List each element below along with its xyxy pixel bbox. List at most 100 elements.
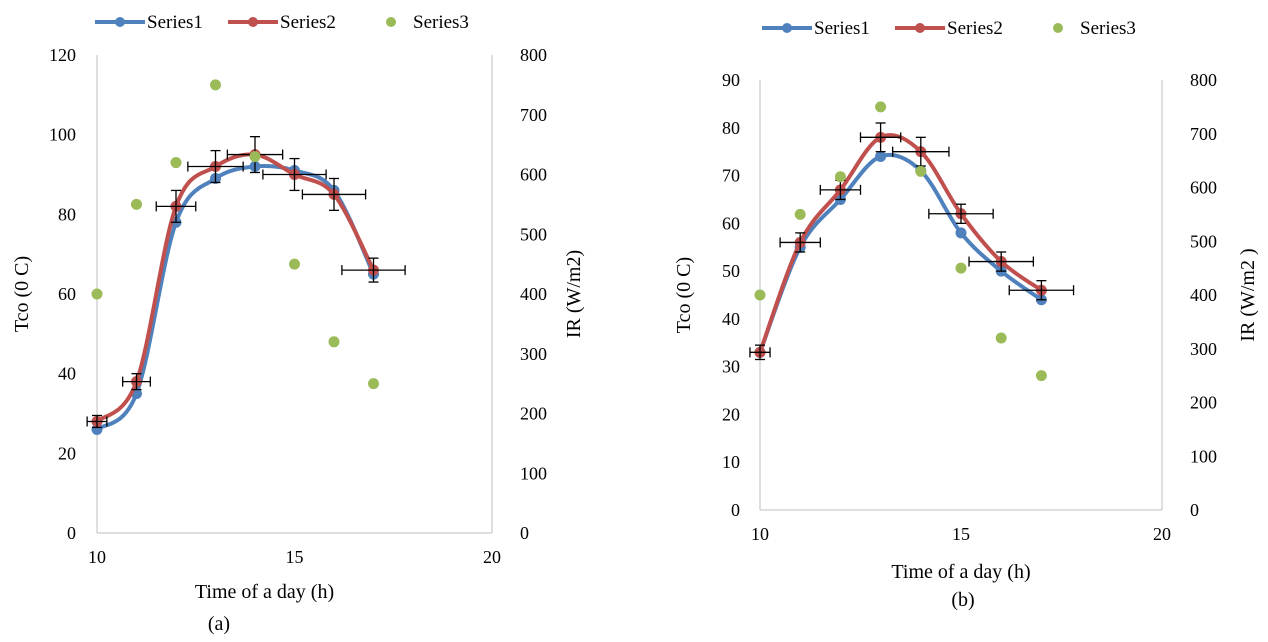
y2-tick-label: 700: [1190, 124, 1217, 144]
legend-label: Series2: [280, 12, 336, 33]
legend-item-series1: Series1: [95, 12, 203, 33]
y-tick-label: 0: [731, 500, 740, 520]
y2-tick-label: 800: [520, 45, 547, 65]
error-bar: [859, 122, 902, 153]
y-tick-label: 0: [67, 523, 76, 543]
y2-tick-label: 100: [1190, 446, 1217, 466]
scatter-point: [754, 289, 766, 301]
y-tick-label: 40: [722, 309, 740, 329]
y2-tick-label: 0: [520, 523, 529, 543]
x-axis-title: Time of a day (h): [891, 561, 1030, 583]
legend-marker: [1053, 23, 1063, 33]
error-bar: [928, 203, 994, 224]
y-tick-label: 90: [722, 70, 740, 90]
y-tick-label: 20: [58, 443, 76, 463]
scatter-point: [249, 151, 261, 163]
error-bar: [86, 414, 108, 429]
y-tick-label: 120: [49, 45, 76, 65]
scatter-point: [915, 165, 927, 177]
x-tick-label: 20: [1153, 524, 1171, 544]
y-tick-label: 50: [722, 261, 740, 281]
y2-tick-label: 200: [520, 404, 547, 424]
error-bar: [187, 149, 244, 184]
y2-tick-label: 800: [1190, 70, 1217, 90]
scatter-point: [91, 288, 103, 300]
legend-label: Series1: [147, 12, 203, 33]
y2-tick-label: 300: [520, 344, 547, 364]
x-tick-label: 10: [751, 524, 769, 544]
y-tick-label: 40: [58, 364, 76, 384]
scatter-point: [1035, 370, 1047, 382]
legend-marker: [115, 17, 125, 27]
chart-a: 0 20 40 60 80 100 120 0 100 200 300 400 500 600 700 800…: [11, 12, 585, 635]
y2-axis-title: IR (W/m2): [563, 250, 585, 338]
panel-caption: (b): [951, 589, 974, 611]
series-series2: [86, 136, 406, 429]
y-tick-label: 10: [722, 452, 740, 472]
legend-item-series3: Series3: [386, 12, 469, 33]
scatter-point: [210, 79, 221, 91]
error-bar: [1008, 280, 1075, 301]
legend-label: Series1: [814, 18, 870, 39]
legend-marker: [248, 17, 258, 27]
legend-marker: [915, 23, 925, 33]
scatter-point: [131, 198, 142, 210]
y2-tick-label: 400: [1190, 285, 1217, 305]
legend-marker: [386, 17, 396, 27]
y-axis-title: Tco (0 C): [11, 256, 33, 332]
scatter-point: [289, 258, 300, 270]
y2-tick-label: 500: [1190, 231, 1217, 251]
y-tick-label: 80: [58, 204, 76, 224]
scatter-point: [794, 208, 806, 220]
series-point: [955, 227, 967, 239]
x-tick-label: 15: [952, 524, 970, 544]
y-tick-label: 20: [722, 404, 740, 424]
y2-axis-title: IR (W/m2 ): [1237, 248, 1259, 341]
error-bar: [155, 189, 197, 223]
panel-caption: (a): [208, 613, 230, 635]
y2-tick-label: 700: [520, 105, 547, 125]
scatter-point: [995, 332, 1007, 344]
x-tick-label: 15: [286, 547, 304, 567]
scatter-point: [368, 378, 379, 390]
y-tick-label: 70: [722, 166, 740, 186]
scatter-point: [328, 336, 340, 348]
series-series3: [91, 79, 379, 390]
error-bar: [341, 257, 406, 283]
y-tick-label: 30: [722, 357, 740, 377]
y-axis-title: Tco (0 C): [673, 257, 695, 333]
y-tick-label: 60: [722, 213, 740, 233]
legend-item-series3: Series3: [1053, 18, 1136, 39]
y-tick-label: 60: [58, 284, 76, 304]
series-line: [758, 152, 1043, 354]
scatter-point: [955, 262, 967, 274]
y2-tick-label: 200: [1190, 393, 1217, 413]
error-bar: [122, 373, 151, 391]
scatter-point: [875, 101, 887, 113]
legend-label: Series2: [947, 18, 1003, 39]
y2-tick-label: 400: [520, 284, 547, 304]
error-bar: [892, 136, 950, 167]
x-tick-label: 20: [483, 547, 501, 567]
error-bar: [779, 232, 821, 253]
error-bar: [749, 344, 771, 361]
error-bar: [968, 251, 1035, 272]
error-bar: [301, 177, 367, 212]
y-tick-label: 80: [722, 118, 740, 138]
series-series2: [749, 122, 1075, 361]
legend-item-series1: Series1: [762, 18, 870, 39]
x-tick-label: 10: [88, 547, 106, 567]
scatter-point: [170, 157, 182, 169]
y-tick-label: 100: [49, 125, 76, 145]
y2-tick-label: 600: [1190, 178, 1217, 198]
y2-tick-label: 300: [1190, 339, 1217, 359]
y2-tick-label: 0: [1190, 500, 1199, 520]
series-series3: [754, 101, 1047, 382]
series-point: [91, 423, 103, 435]
legend-marker: [782, 23, 792, 33]
legend-label: Series3: [413, 12, 469, 33]
legend-item-series2: Series2: [228, 12, 336, 33]
legend-item-series2: Series2: [895, 18, 1003, 39]
series-point: [875, 150, 887, 162]
